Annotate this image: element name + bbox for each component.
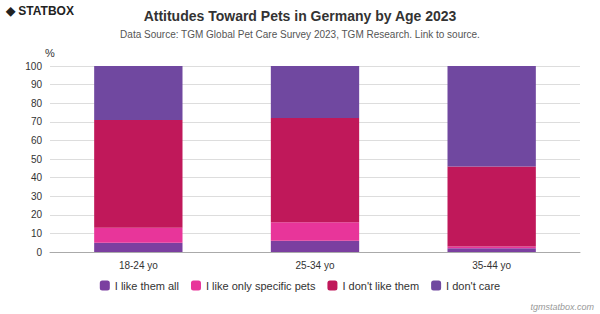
svg-text:60: 60: [31, 135, 43, 146]
svg-text:◆ STATBOX: ◆ STATBOX: [5, 4, 74, 18]
svg-text:40: 40: [31, 172, 43, 183]
svg-text:30: 30: [31, 191, 43, 202]
svg-text:70: 70: [31, 116, 43, 127]
svg-text:100: 100: [25, 61, 42, 72]
svg-text:I don't like them: I don't like them: [342, 280, 419, 292]
svg-text:80: 80: [31, 98, 43, 109]
svg-text:I like them all: I like them all: [115, 280, 179, 292]
svg-text:I like only specific pets: I like only specific pets: [206, 280, 316, 292]
svg-text:0: 0: [36, 247, 42, 258]
svg-text:tgmstatbox.com: tgmstatbox.com: [530, 302, 594, 312]
svg-text:10: 10: [31, 228, 43, 239]
svg-text:90: 90: [31, 79, 43, 90]
svg-text:25-34 yo: 25-34 yo: [296, 260, 335, 271]
svg-text:18-24 yo: 18-24 yo: [119, 260, 158, 271]
svg-text:Attitudes Toward Pets in Germa: Attitudes Toward Pets in Germany by Age …: [144, 8, 457, 24]
svg-text:Data Source: TGM Global Pet Ca: Data Source: TGM Global Pet Care Survey …: [120, 29, 480, 40]
svg-text:20: 20: [31, 209, 43, 220]
svg-text:I don't care: I don't care: [446, 280, 500, 292]
svg-text:50: 50: [31, 154, 43, 165]
svg-text:35-44 yo: 35-44 yo: [472, 260, 511, 271]
svg-text:%: %: [45, 47, 55, 59]
